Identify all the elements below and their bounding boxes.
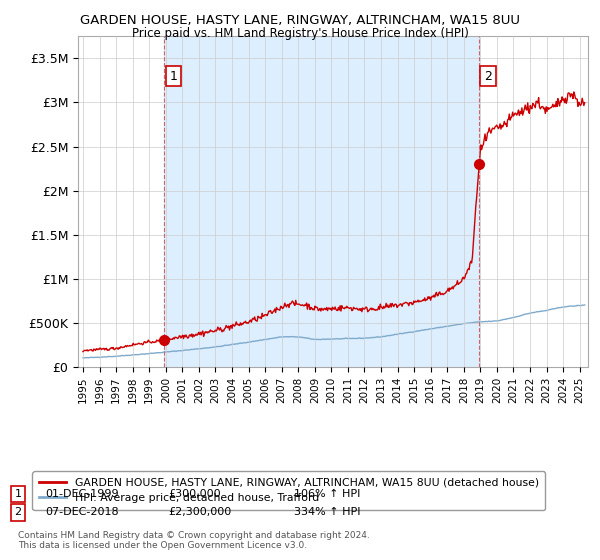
Text: 01-DEC-1999: 01-DEC-1999 (45, 489, 119, 499)
Text: £2,300,000: £2,300,000 (168, 507, 231, 517)
Text: GARDEN HOUSE, HASTY LANE, RINGWAY, ALTRINCHAM, WA15 8UU: GARDEN HOUSE, HASTY LANE, RINGWAY, ALTRI… (80, 14, 520, 27)
Text: 2: 2 (14, 507, 22, 517)
Text: 1: 1 (14, 489, 22, 499)
Legend: GARDEN HOUSE, HASTY LANE, RINGWAY, ALTRINCHAM, WA15 8UU (detached house), HPI: A: GARDEN HOUSE, HASTY LANE, RINGWAY, ALTRI… (32, 472, 545, 510)
Text: 106% ↑ HPI: 106% ↑ HPI (294, 489, 361, 499)
Bar (164, 36, 479, 367)
Text: 07-DEC-2018: 07-DEC-2018 (45, 507, 119, 517)
Text: £300,000: £300,000 (168, 489, 221, 499)
Text: 2: 2 (484, 69, 492, 82)
Text: 1: 1 (169, 69, 177, 82)
Text: Price paid vs. HM Land Registry's House Price Index (HPI): Price paid vs. HM Land Registry's House … (131, 27, 469, 40)
Text: 334% ↑ HPI: 334% ↑ HPI (294, 507, 361, 517)
Text: Contains HM Land Registry data © Crown copyright and database right 2024.
This d: Contains HM Land Registry data © Crown c… (18, 531, 370, 550)
